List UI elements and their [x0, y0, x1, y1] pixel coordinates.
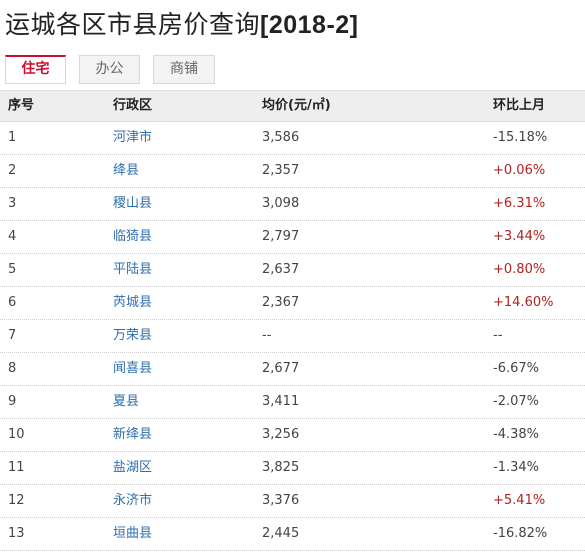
table-row: 8 闻喜县 2,677 -6.67% [0, 353, 585, 386]
row-district-link[interactable]: 绛县 [113, 163, 140, 178]
table-row: 10 新绛县 3,256 -4.38% [0, 419, 585, 452]
row-district-link[interactable]: 盐湖区 [113, 460, 153, 475]
row-no: 7 [8, 328, 17, 343]
row-change: +14.60% [493, 295, 554, 310]
row-district-link[interactable]: 新绛县 [113, 427, 153, 442]
table-row: 5 平陆县 2,637 +0.80% [0, 254, 585, 287]
tab-office[interactable]: 办公 [79, 55, 140, 84]
row-no: 6 [8, 295, 17, 310]
tab-shop[interactable]: 商铺 [153, 55, 215, 84]
row-district-link[interactable]: 闻喜县 [113, 361, 153, 376]
row-district-link[interactable]: 稷山县 [113, 196, 153, 211]
row-change: -- [493, 328, 503, 343]
row-no: 4 [8, 229, 17, 244]
row-price: 2,445 [262, 526, 300, 541]
row-district-link[interactable]: 永济市 [113, 493, 153, 508]
price-table: 序号 行政区 均价(元/㎡) 环比上月 1 河津市 3,586 -15.18% 2 绛县 2… [0, 90, 585, 551]
row-change: +6.31% [493, 196, 546, 211]
table-row: 3 稷山县 3,098 +6.31% [0, 188, 585, 221]
table-row: 4 临猗县 2,797 +3.44% [0, 221, 585, 254]
row-change: -4.38% [493, 427, 539, 442]
row-price: 3,586 [262, 130, 300, 145]
header-change: 环比上月 [493, 98, 546, 113]
tab-residential[interactable]: 住宅 [5, 55, 66, 84]
row-no: 13 [8, 526, 25, 541]
table-row: 1 河津市 3,586 -15.18% [0, 122, 585, 155]
table-body: 1 河津市 3,586 -15.18% 2 绛县 2,357 +0.06% 3 稷山县 3,098 +… [0, 122, 585, 551]
row-change: -15.18% [493, 130, 548, 145]
row-district-link[interactable]: 芮城县 [113, 295, 153, 310]
row-no: 2 [8, 163, 17, 178]
row-price: 2,677 [262, 361, 300, 376]
row-no: 3 [8, 196, 17, 211]
row-no: 10 [8, 427, 25, 442]
table-row: 13 垣曲县 2,445 -16.82% [0, 518, 585, 551]
table-row: 9 夏县 3,411 -2.07% [0, 386, 585, 419]
table-row: 12 永济市 3,376 +5.41% [0, 485, 585, 518]
row-no: 12 [8, 493, 25, 508]
row-price: 3,098 [262, 196, 300, 211]
row-price: 3,411 [262, 394, 300, 409]
row-change: +5.41% [493, 493, 546, 508]
row-price: 2,637 [262, 262, 300, 277]
row-no: 9 [8, 394, 17, 409]
row-price: 2,357 [262, 163, 300, 178]
page-title-period: [2018-2] [260, 11, 359, 39]
row-district-link[interactable]: 平陆县 [113, 262, 153, 277]
row-change: +3.44% [493, 229, 546, 244]
row-price: 3,376 [262, 493, 300, 508]
header-no: 序号 [8, 98, 35, 113]
table-row: 2 绛县 2,357 +0.06% [0, 155, 585, 188]
row-price: 3,825 [262, 460, 300, 475]
table-row: 11 盐湖区 3,825 -1.34% [0, 452, 585, 485]
row-no: 1 [8, 130, 17, 145]
row-change: +0.80% [493, 262, 546, 277]
row-district-link[interactable]: 夏县 [113, 394, 140, 409]
row-district-link[interactable]: 垣曲县 [113, 526, 153, 541]
page-title: 运城各区市县房价查询[2018-2] [5, 8, 359, 42]
row-price: -- [262, 328, 272, 343]
header-district: 行政区 [113, 98, 153, 113]
row-change: -16.82% [493, 526, 548, 541]
row-district-link[interactable]: 万荣县 [113, 328, 153, 343]
header-price: 均价(元/㎡) [262, 98, 331, 113]
row-change: -1.34% [493, 460, 539, 475]
row-no: 5 [8, 262, 17, 277]
row-no: 8 [8, 361, 17, 376]
table-row: 7 万荣县 -- -- [0, 320, 585, 353]
row-change: -2.07% [493, 394, 539, 409]
table-header: 序号 行政区 均价(元/㎡) 环比上月 [0, 90, 585, 122]
table-row: 6 芮城县 2,367 +14.60% [0, 287, 585, 320]
row-district-link[interactable]: 河津市 [113, 130, 153, 145]
row-no: 11 [8, 460, 25, 475]
row-price: 3,256 [262, 427, 300, 442]
row-district-link[interactable]: 临猗县 [113, 229, 153, 244]
row-change: +0.06% [493, 163, 546, 178]
page-title-text: 运城各区市县房价查询 [5, 10, 261, 39]
row-change: -6.67% [493, 361, 539, 376]
row-price: 2,797 [262, 229, 300, 244]
row-price: 2,367 [262, 295, 300, 310]
